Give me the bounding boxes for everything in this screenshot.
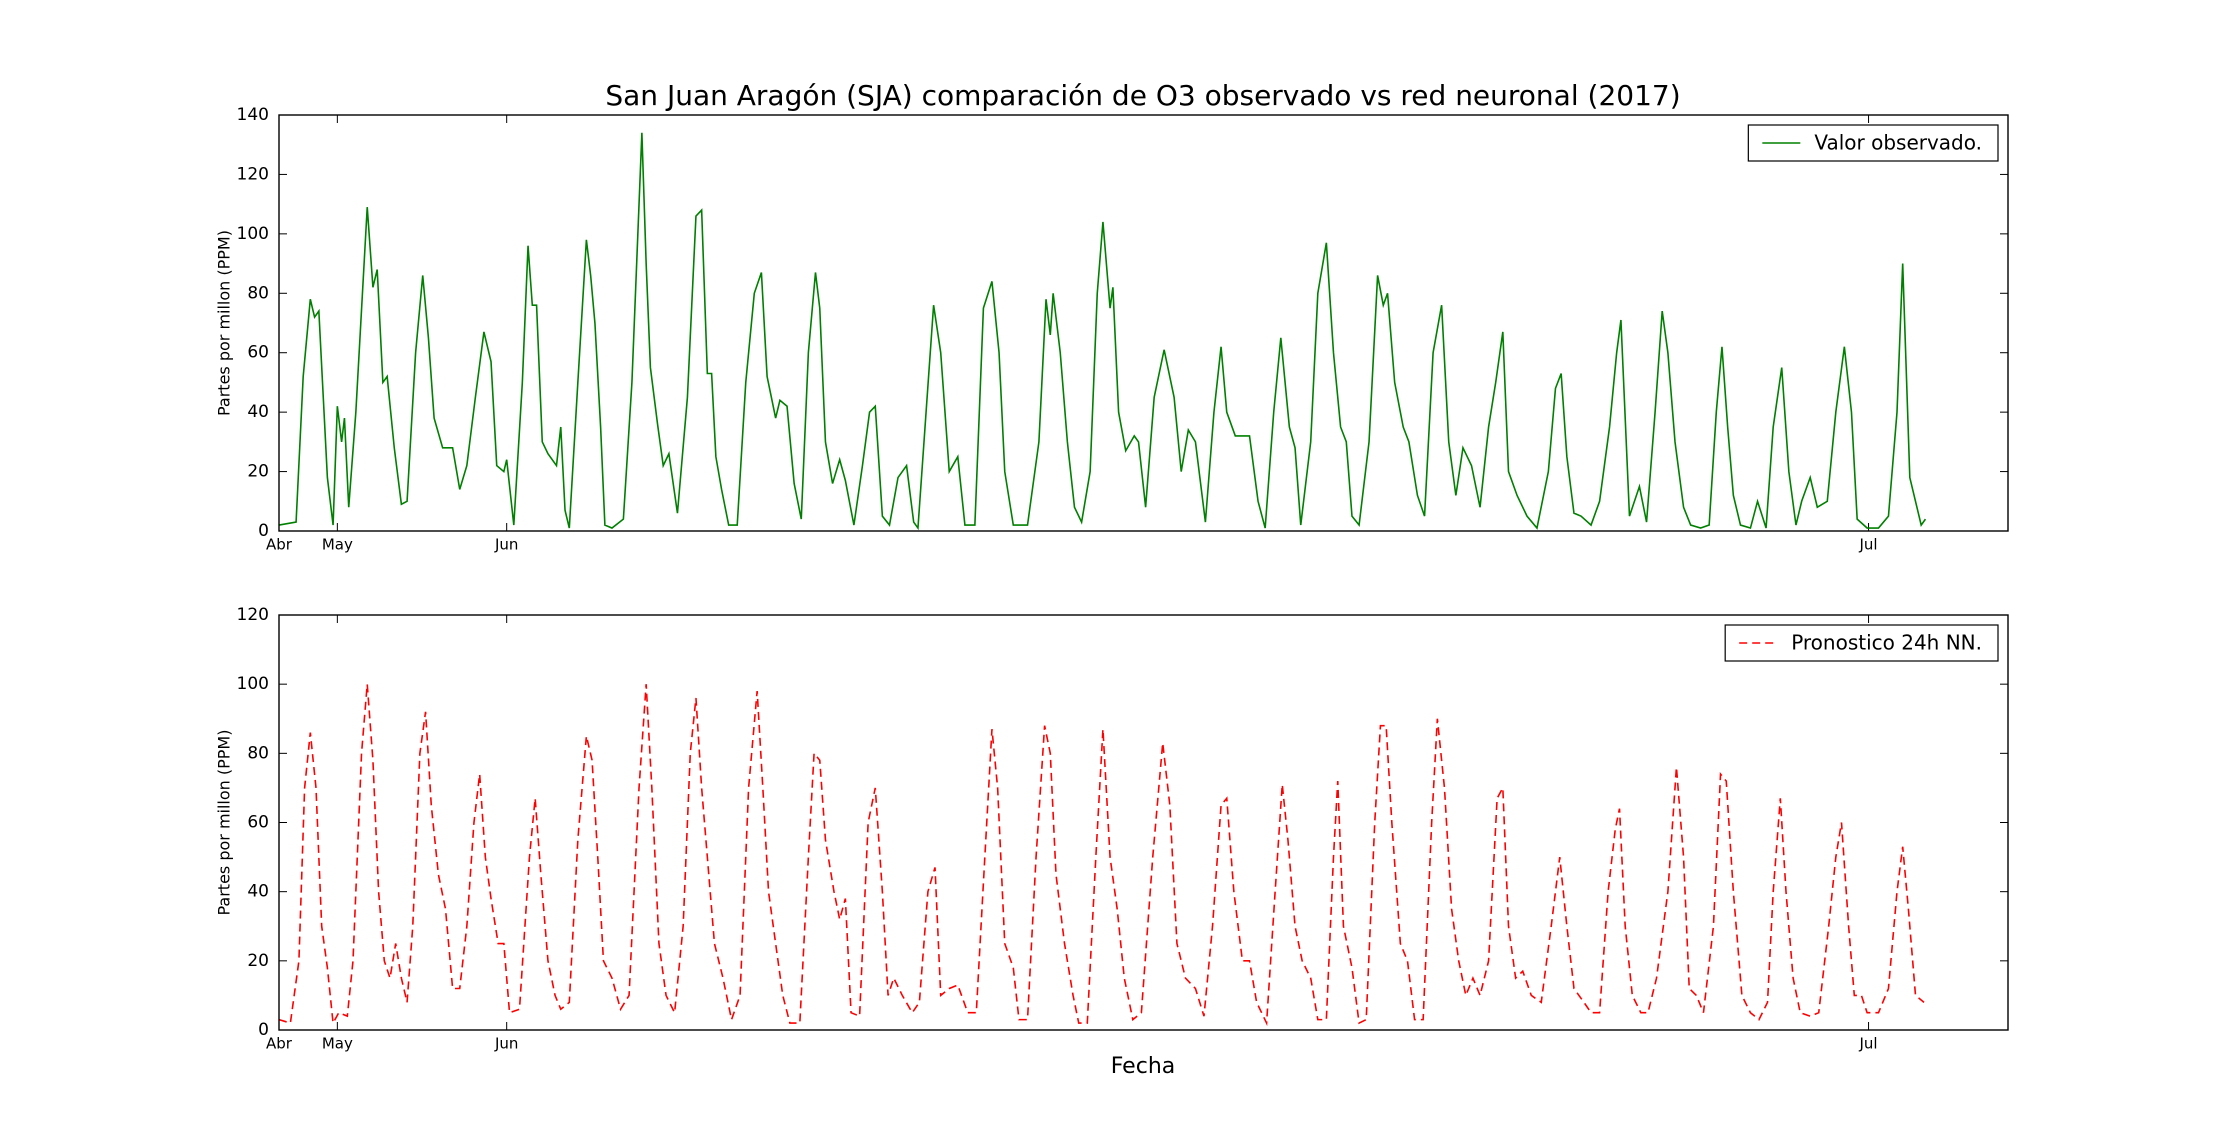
data-line — [278, 132, 1927, 531]
y-tick-label: 100 — [237, 224, 269, 244]
legend-label: Valor observado. — [1814, 131, 1982, 155]
x-tick-label: May — [322, 536, 353, 554]
y-tick-label: 20 — [247, 951, 269, 971]
data-line — [278, 684, 1925, 1027]
x-tick-label: May — [322, 1035, 353, 1053]
x-tick-label: Jun — [494, 536, 518, 554]
plot-frame — [278, 114, 2009, 532]
y-axis-label: Partes por millon (PPM) — [215, 730, 234, 916]
y-tick-label: 60 — [247, 813, 269, 833]
y-tick-label: 80 — [247, 283, 269, 303]
y-tick-label: 40 — [247, 882, 269, 902]
x-axis-label: Fecha — [1111, 1054, 1176, 1079]
y-tick-label: 140 — [237, 105, 269, 125]
y-tick-label: 20 — [247, 462, 269, 482]
y-tick-label: 80 — [247, 743, 269, 763]
y-tick-label: 0 — [258, 521, 269, 541]
x-tick-label: Jul — [1858, 536, 1877, 554]
y-tick-label: 60 — [247, 343, 269, 363]
plot-frame — [278, 614, 2009, 1031]
x-tick-label: Jul — [1858, 1035, 1877, 1053]
y-tick-label: 0 — [258, 1020, 269, 1040]
legend-label: Pronostico 24h NN. — [1791, 631, 1982, 655]
x-tick-label: Abr — [266, 1035, 293, 1053]
x-tick-label: Abr — [266, 536, 293, 554]
y-tick-label: 40 — [247, 402, 269, 422]
y-tick-label: 120 — [237, 164, 269, 184]
y-axis-label: Partes por millon (PPM) — [215, 230, 234, 416]
y-tick-label: 100 — [237, 674, 269, 694]
figure-title: San Juan Aragón (SJA) comparación de O3 … — [605, 79, 1680, 112]
x-tick-label: Jun — [494, 1035, 518, 1053]
y-tick-label: 120 — [237, 605, 269, 625]
